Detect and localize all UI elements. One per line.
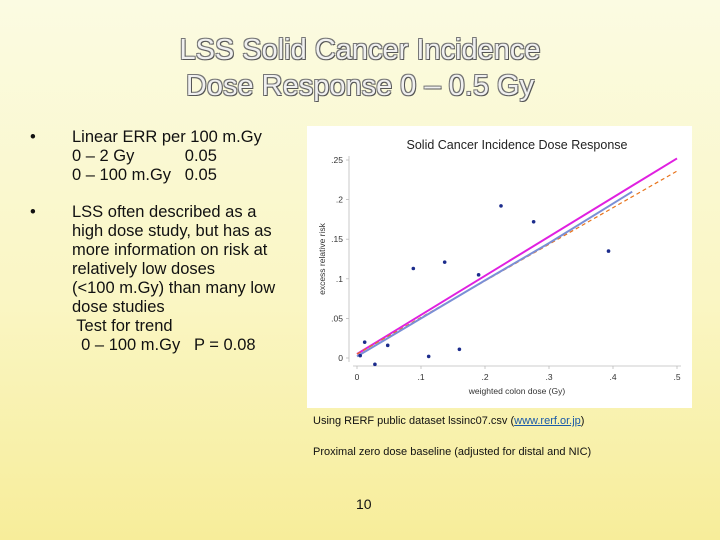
data-point (499, 204, 503, 208)
data-point (385, 343, 390, 348)
data-point (358, 353, 362, 358)
bullet-dot-icon: • (30, 203, 36, 221)
x-tick-label: .4 (609, 372, 616, 382)
data-point (362, 340, 367, 344)
data-point (531, 219, 536, 224)
y-tick-label: .25 (331, 155, 343, 165)
data-point (606, 249, 611, 253)
rerf-link[interactable]: www.rerf.or.jp (514, 415, 581, 427)
y-axis-label: excess relative risk (317, 222, 327, 295)
data-point (411, 266, 416, 271)
y-tick-label: .2 (336, 195, 343, 205)
y-tick-label: .1 (336, 274, 343, 284)
y-tick-label: .15 (331, 234, 343, 244)
series-line (356, 190, 633, 358)
bullet-line: 0 – 100 m.Gy 0.05 (72, 166, 217, 184)
x-axis-label: weighted colon dose (Gy) (468, 386, 566, 396)
x-tick-label: .1 (417, 372, 424, 382)
bullet-line: Test for trend (72, 317, 173, 335)
source-prefix: Using RERF public dataset lssinc07.csv ( (313, 415, 515, 427)
bullet-line: more information on risk at (72, 241, 268, 259)
source-suffix: ) (580, 415, 585, 427)
page-number: 10 (356, 496, 372, 512)
data-point (476, 273, 481, 277)
chart-title: Solid Cancer Incidence Dose Response (407, 138, 628, 152)
series-line (356, 157, 678, 355)
bullet-item-lss: • LSS often described as a high dose stu… (30, 203, 310, 355)
bullet-dot-icon: • (30, 128, 36, 146)
chart-panel: Solid Cancer Incidence Dose Response exc… (307, 126, 692, 408)
x-tick-label: .5 (673, 372, 680, 382)
source-note: Using RERF public dataset lssinc07.csv (… (313, 415, 584, 427)
data-point (442, 260, 447, 264)
slide-title: LSS Solid Cancer Incidence Dose Response… (0, 32, 720, 104)
y-tick-label: 0 (338, 353, 343, 363)
bullet-list: • Linear ERR per 100 m.Gy 0 – 2 Gy 0.05 … (30, 128, 310, 373)
data-point (426, 354, 431, 359)
x-tick-label: 0 (355, 372, 360, 382)
bullet-line: (<100 m.Gy) than many low (72, 279, 276, 297)
bullet-item-err: • Linear ERR per 100 m.Gy 0 – 2 Gy 0.05 … (30, 128, 310, 185)
data-point (373, 362, 377, 367)
y-tick-label: .05 (331, 313, 343, 323)
bullet-line: dose studies (72, 298, 165, 316)
bullet-line: LSS often described as a (72, 203, 257, 221)
bullet-line: 0 – 2 Gy 0.05 (72, 147, 217, 165)
bullet-line: 0 – 100 m.Gy P = 0.08 (72, 336, 256, 354)
slide-title-line1: LSS Solid Cancer Incidence (179, 34, 541, 66)
x-tick-label: .2 (481, 372, 488, 382)
slide-title-line2: Dose Response 0 – 0.5 Gy (185, 70, 535, 102)
data-point (457, 347, 462, 352)
bullet-line: Linear ERR per 100 m.Gy (72, 128, 262, 146)
x-tick-label: .3 (545, 372, 552, 382)
baseline-note: Proximal zero dose baseline (adjusted fo… (313, 446, 592, 458)
bullet-line: high dose study, but has as (72, 222, 272, 240)
bullet-line: relatively low doses (72, 260, 216, 278)
dose-response-chart: Solid Cancer Incidence Dose Response exc… (317, 138, 681, 396)
